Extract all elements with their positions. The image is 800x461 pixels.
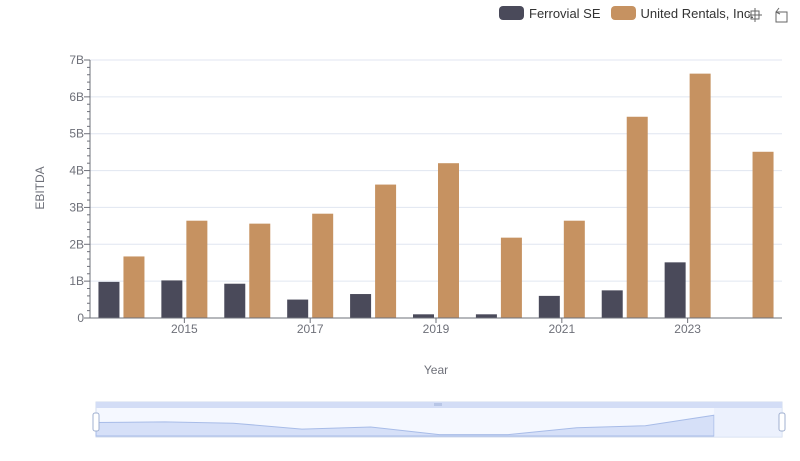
toolbox xyxy=(747,7,789,23)
bar-united-rentals-inc--2019[interactable] xyxy=(438,163,459,318)
zoom-icon[interactable] xyxy=(747,7,763,23)
y-tick-label: 2B xyxy=(69,237,84,251)
zoom-handle-right[interactable] xyxy=(778,412,786,432)
bar-united-rentals-inc--2022[interactable] xyxy=(626,116,648,318)
zoom-handle-left[interactable] xyxy=(92,412,100,432)
bar-united-rentals-inc--2017[interactable] xyxy=(312,213,334,318)
data-zoom-slider[interactable] xyxy=(92,401,786,438)
bar-ferrovial-se-2015[interactable] xyxy=(161,280,183,318)
y-tick-label: 1B xyxy=(69,274,84,288)
legend-item-ferrovial[interactable]: Ferrovial SE xyxy=(499,6,601,21)
y-tick-label: 0 xyxy=(77,311,84,325)
x-tick-label: 2019 xyxy=(423,322,450,336)
y-tick-label: 6B xyxy=(69,90,84,104)
bar-ferrovial-se-2019[interactable] xyxy=(413,314,434,318)
bars xyxy=(98,73,774,318)
legend-item-united-rentals[interactable]: United Rentals, Inc. xyxy=(610,5,754,21)
bar-united-rentals-inc--2016[interactable] xyxy=(249,223,271,318)
y-tick-label: 7B xyxy=(69,53,84,67)
bar-united-rentals-inc--2015[interactable] xyxy=(186,220,208,318)
bar-united-rentals-inc--2014[interactable] xyxy=(123,256,145,318)
bar-united-rentals-inc--2020[interactable] xyxy=(500,237,522,318)
y-tick-label: 5B xyxy=(69,127,84,141)
x-tick-label: 2017 xyxy=(297,322,324,336)
x-axis-label: Year xyxy=(424,363,448,377)
bar-ferrovial-se-2016[interactable] xyxy=(224,283,246,318)
bar-ferrovial-se-2020[interactable] xyxy=(475,314,497,318)
bar-ferrovial-se-2023[interactable] xyxy=(664,262,686,318)
bar-united-rentals-inc--2021[interactable] xyxy=(563,220,585,318)
y-tick-label: 3B xyxy=(69,200,84,214)
bar-ferrovial-se-2017[interactable] xyxy=(287,299,309,318)
zoom-grip[interactable] xyxy=(434,403,442,406)
x-tick-label: 2023 xyxy=(674,322,701,336)
legend: Ferrovial SE United Rentals, Inc. xyxy=(499,4,764,22)
y-axis-label: EBITDA xyxy=(33,166,47,209)
zoom-unselected-overlay xyxy=(714,408,782,437)
legend-swatch xyxy=(499,6,524,20)
x-axis: 2015 2017 2019 2021 2023 xyxy=(90,317,782,336)
x-tick-label: 2021 xyxy=(548,322,575,336)
bar-ferrovial-se-2018[interactable] xyxy=(350,294,372,318)
x-tick-label: 2015 xyxy=(171,322,198,336)
legend-label: Ferrovial SE xyxy=(529,5,601,21)
bar-ferrovial-se-2021[interactable] xyxy=(538,295,560,318)
y-axis: 0 1B 2B 3B 4B 5B 6B 7B xyxy=(69,53,91,325)
restore-icon[interactable] xyxy=(773,7,789,23)
bar-united-rentals-inc--2024[interactable] xyxy=(752,151,774,318)
bar-ferrovial-se-2022[interactable] xyxy=(601,290,623,318)
bar-united-rentals-inc--2023[interactable] xyxy=(689,73,711,318)
legend-swatch xyxy=(610,6,636,20)
legend-label: United Rentals, Inc. xyxy=(640,5,754,21)
bar-united-rentals-inc--2018[interactable] xyxy=(375,184,397,318)
y-tick-label: 4B xyxy=(69,164,84,178)
bar-ferrovial-se-2014[interactable] xyxy=(98,281,120,318)
